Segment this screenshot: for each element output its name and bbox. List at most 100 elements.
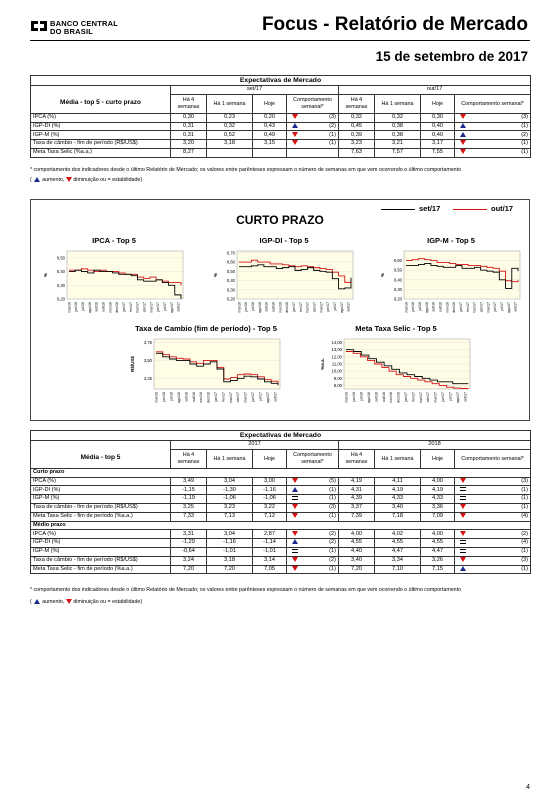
triangle-down-icon <box>292 557 298 562</box>
chart-title-igpdi: IGP-DI - Top 5 <box>259 236 309 245</box>
value-cell: 4,55 <box>338 538 375 548</box>
legend-note: ( aumento, diminuição ou = estabilidade) <box>30 177 142 183</box>
bcb-logo: BANCO CENTRAL DO BRASIL <box>30 18 140 40</box>
value-cell: 3,14 <box>252 555 287 566</box>
x-tick-label: jun/16 <box>162 392 166 403</box>
value-cell: 2,87 <box>252 529 287 540</box>
trend-cell: (3) <box>453 555 532 566</box>
bcb-logo-icon <box>31 21 47 31</box>
x-tick-label: ago/16 <box>88 302 92 313</box>
trend-count: (5) <box>329 477 336 484</box>
value-cell: 0,32 <box>338 112 375 123</box>
y-tick-label: 0,30 <box>227 287 236 292</box>
col-1w: Há 1 semana <box>206 93 253 114</box>
y-axis-label: %a.a. <box>320 358 325 370</box>
x-tick-label: ago/17 <box>507 302 511 313</box>
x-tick-label: ago/16 <box>177 392 181 403</box>
value-cell: 0,31 <box>170 121 207 132</box>
table-row: Meta Taxa Selic - fim de período (%a.a.)… <box>30 511 532 522</box>
y-tick-label: 0,50 <box>227 269 236 274</box>
row-label: IPCA (%) <box>30 529 171 540</box>
legend-eq-label: = estabilidade) <box>107 599 143 605</box>
triangle-down-icon <box>460 504 466 510</box>
value-cell: 7,18 <box>374 511 421 522</box>
trend-cell: (1) <box>286 494 339 504</box>
legend-eq-label: = estabilidade) <box>107 177 143 183</box>
value-cell: 7,05 <box>252 564 287 575</box>
y-tick-label: 3,50 <box>144 358 153 363</box>
chart-title-selic: Meta Taxa Selic - Top 5 <box>355 324 437 333</box>
trend-cell <box>286 147 339 158</box>
value-cell: 7,09 <box>420 511 455 522</box>
x-tick-label: ago/16 <box>367 392 371 403</box>
chart-title-cambio: Taxa de Cambio (fim de período) - Top 5 <box>135 324 277 333</box>
value-cell: 4,33 <box>420 494 455 504</box>
trend-cell: (2) <box>286 555 339 566</box>
equal-icon <box>460 539 466 544</box>
col-trend: Comportamento semanal* <box>453 448 532 469</box>
x-tick-label: dez/16 <box>115 302 119 313</box>
x-tick-label: jan/17 <box>292 302 296 313</box>
section-label: Curto prazo <box>29 467 532 478</box>
equal-icon <box>460 495 466 500</box>
triangle-up-icon <box>460 123 466 128</box>
x-tick-label: abr/17 <box>236 392 240 402</box>
bcb-logo-text: BANCO CENTRAL DO BRASIL <box>50 20 118 36</box>
trend-count: (2) <box>329 530 336 537</box>
trend-count: (1) <box>521 122 529 129</box>
value-cell: 4,40 <box>338 546 375 557</box>
plot-area <box>403 250 521 300</box>
value-cell: -1,01 <box>252 546 287 557</box>
x-tick-label: set/17 <box>273 392 277 402</box>
value-cell: -1,15 <box>170 485 207 496</box>
x-tick-label: set/16 <box>374 392 378 402</box>
col-trend: Comportamento semanal* <box>286 448 339 469</box>
col-1w: Há 1 semana <box>206 448 253 469</box>
y-tick-label: 0,30 <box>394 287 403 292</box>
table-row: IGP-DI (%) -1,29 -1,16 -1,14 (2) 4,55 4,55 4,55… <box>30 538 532 548</box>
x-tick-label: mar/17 <box>306 302 310 313</box>
value-cell: 0,30 <box>170 112 207 123</box>
table-row: IGP-M (%) -0,64 -1,01 -1,01 (1) 4,40 4,47 4,47(… <box>30 546 532 557</box>
value-cell: 3,18 <box>206 139 253 149</box>
value-cell: 4,55 <box>420 538 455 548</box>
trend-count: (2) <box>329 122 336 129</box>
y-tick-label: 9,00 <box>334 376 343 381</box>
x-tick-label: abr/17 <box>142 302 146 312</box>
y-tick-label: 0,40 <box>227 278 236 283</box>
x-tick-label: jul/16 <box>170 392 174 402</box>
table-row: IGP-DI (%) 0,31 0,32 0,43 (2) 0,45 0,38 0,40 (1) <box>30 121 532 132</box>
trend-cell: (4) <box>453 538 532 548</box>
plot-area <box>66 250 184 300</box>
table-row: IPCA (%) 0,30 0,23 0,20 (3) 0,32 0,32 0,30 (3) <box>30 112 532 123</box>
x-tick-label: ago/17 <box>456 392 460 403</box>
value-cell: 8,27 <box>170 147 207 158</box>
y-tick-label: 3,25 <box>144 376 153 381</box>
x-tick-label: nov/16 <box>199 392 203 403</box>
x-tick-label: set/16 <box>265 302 269 312</box>
trend-cell: (3) <box>453 112 532 123</box>
triangle-down-icon <box>292 114 298 119</box>
triangle-down-icon <box>66 599 73 605</box>
x-tick-label: set/17 <box>514 302 518 312</box>
trend-cell: (2) <box>286 121 339 132</box>
triangle-up-icon <box>460 131 466 137</box>
value-cell: 4,31 <box>338 485 375 496</box>
trend-count: (1) <box>521 495 529 502</box>
x-tick-label: ago/17 <box>170 302 174 313</box>
value-cell: -1,19 <box>170 494 207 504</box>
x-tick-label: nov/16 <box>445 302 449 313</box>
x-tick-label: jan/17 <box>459 302 463 313</box>
footnote: * comportamento dos indicadores desde o … <box>30 587 462 593</box>
table-row: IPCA (%) 3,31 3,04 2,87 (2) 4,00 4,02 4,00 (2) <box>30 529 532 540</box>
x-tick-label: jun/17 <box>493 302 497 313</box>
triangle-down-icon <box>460 513 466 518</box>
trend-count: (2) <box>521 530 529 537</box>
row-label: IGP-DI (%) <box>30 485 171 496</box>
value-cell: 7,12 <box>252 511 287 522</box>
x-tick-label: fev/17 <box>466 302 470 312</box>
x-tick-label: set/16 <box>95 302 99 312</box>
table-row: Taxa de câmbio - fim de período (R$/US$)… <box>30 555 532 566</box>
value-cell: 4,47 <box>420 546 455 557</box>
value-cell: -0,64 <box>170 546 207 557</box>
